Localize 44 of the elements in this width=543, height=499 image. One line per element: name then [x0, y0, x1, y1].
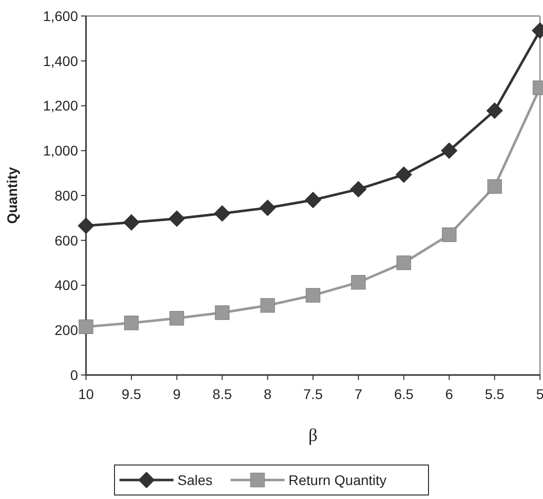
- x-tick-label: 8.5: [212, 386, 232, 402]
- point: [214, 305, 230, 320]
- x-tick-label: 7.5: [303, 386, 323, 402]
- x-tick-label: 10: [78, 386, 94, 402]
- point: [123, 214, 140, 231]
- point: [168, 210, 186, 227]
- x-tick-label: 5: [536, 386, 543, 402]
- x-tick-label: 8: [264, 386, 272, 402]
- point: [170, 310, 184, 326]
- y-tick-label: 1,400: [42, 52, 78, 69]
- x-tick-label: 6: [445, 386, 454, 402]
- point: [396, 256, 412, 270]
- point: [259, 200, 276, 216]
- y-tick-label: 600: [54, 232, 78, 248]
- y-tick-label: 400: [54, 277, 78, 294]
- y-axis-title: Quantity: [4, 166, 20, 224]
- x-tick-label: 6.5: [394, 386, 414, 402]
- x-tick-label: 9.5: [122, 386, 142, 402]
- point: [351, 275, 366, 290]
- y-tick-label: 0: [70, 366, 78, 383]
- point: [78, 320, 94, 334]
- point: [442, 228, 456, 242]
- point: [486, 102, 503, 119]
- point: [487, 179, 502, 194]
- y-tick-label: 800: [54, 187, 78, 204]
- point: [350, 180, 367, 198]
- y-tick-label: 1,200: [42, 98, 78, 114]
- legend-label: Sales: [178, 472, 213, 488]
- x-axis-title: β: [308, 425, 318, 445]
- point: [440, 142, 458, 159]
- y-tick-label: 200: [54, 322, 78, 338]
- x-tick-label: 7: [354, 386, 362, 402]
- point: [306, 288, 320, 303]
- y-tick-label: 1,600: [42, 8, 78, 24]
- x-tick-label: 9: [172, 386, 181, 402]
- point: [214, 205, 230, 222]
- point: [78, 218, 94, 234]
- point: [124, 316, 139, 330]
- x-tick-label: 5.5: [484, 386, 505, 402]
- legend-label: Return Quantity: [288, 472, 387, 488]
- point: [260, 298, 275, 313]
- point: [396, 166, 412, 183]
- y-tick-label: 1,000: [42, 142, 78, 159]
- point: [304, 192, 322, 208]
